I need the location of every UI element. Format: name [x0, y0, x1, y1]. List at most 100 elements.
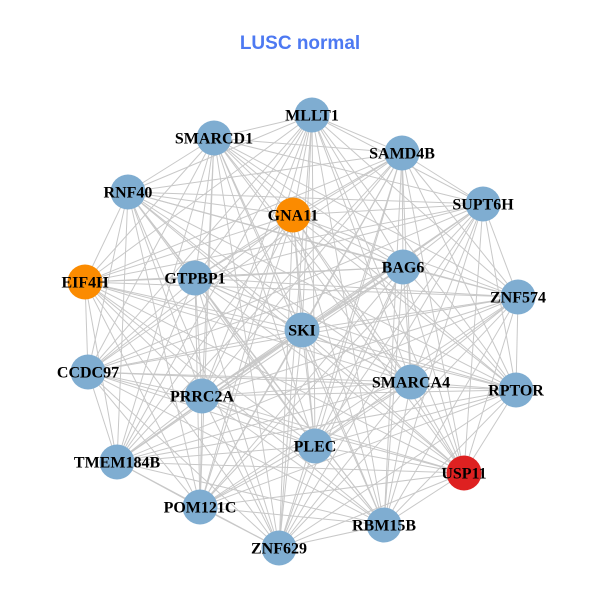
edge-MLLT1-ZNF574	[311, 114, 519, 298]
edge-BAG6-ZNF574	[402, 266, 519, 298]
edge-RNF40-POM121C	[127, 191, 201, 508]
edge-BAG6-PLEC	[314, 266, 404, 447]
node-label-SUPT6H: SUPT6H	[452, 197, 514, 214]
node-EIF4H	[67, 264, 103, 300]
edge-PRRC2A-PLEC	[201, 395, 316, 447]
edge-RNF40-SMARCA4	[127, 191, 412, 383]
node-label-GNA11: GNA11	[268, 208, 319, 225]
node-SMARCD1	[196, 120, 232, 156]
node-label-PRRC2A: PRRC2A	[170, 389, 234, 406]
edge-RPTOR-TMEM184B	[116, 389, 517, 463]
edge-CCDC97-SMARCA4	[87, 371, 412, 383]
edge-RPTOR-POM121C	[199, 389, 517, 508]
edge-SMARCA4-ZNF629	[278, 381, 412, 549]
node-ZNF629	[261, 530, 297, 566]
edge-CCDC97-RBM15B	[87, 371, 385, 526]
edge-SUPT6H-POM121C	[199, 203, 484, 508]
edge-SAMD4B-RBM15B	[383, 152, 403, 526]
edge-SMARCA4-RBM15B	[383, 381, 412, 526]
edge-SKI-SMARCA4	[301, 329, 412, 383]
node-label-USP11: USP11	[441, 466, 486, 483]
edge-SMARCA4-PLEC	[314, 381, 412, 447]
edge-RBM15B-ZNF629	[278, 524, 385, 549]
edge-SKI-POM121C	[199, 329, 303, 508]
edge-EIF4H-PRRC2A	[84, 281, 203, 397]
edge-EIF4H-POM121C	[84, 281, 201, 508]
edge-SUPT6H-USP11	[463, 203, 484, 474]
edge-ZNF574-POM121C	[199, 296, 519, 508]
node-USP11	[446, 455, 482, 491]
node-label-EIF4H: EIF4H	[61, 275, 109, 292]
node-label-RNF40: RNF40	[104, 185, 153, 202]
edge-BAG6-RBM15B	[383, 266, 404, 526]
edge-ZNF574-SKI	[301, 296, 519, 331]
edge-SKI-USP11	[301, 329, 465, 474]
edge-ZNF574-RBM15B	[383, 296, 519, 526]
edge-PRRC2A-SMARCA4	[201, 381, 412, 397]
edge-GTPBP1-CCDC97	[87, 277, 196, 373]
node-label-SMARCA4: SMARCA4	[372, 375, 450, 392]
node-label-SMARCD1: SMARCD1	[175, 131, 253, 148]
node-MLLT1	[294, 97, 330, 133]
edge-ZNF574-USP11	[463, 296, 519, 474]
edge-RNF40-PLEC	[127, 191, 316, 447]
node-label-MLLT1: MLLT1	[285, 108, 339, 125]
edge-SUPT6H-GTPBP1	[194, 203, 484, 279]
node-RPTOR	[498, 372, 534, 408]
node-label-RPTOR: RPTOR	[488, 383, 544, 400]
edge-RPTOR-PLEC	[314, 389, 517, 447]
edge-SAMD4B-RPTOR	[401, 152, 517, 391]
edge-GNA11-USP11	[292, 214, 465, 474]
edge-SAMD4B-TMEM184B	[116, 152, 403, 463]
edge-SUPT6H-PRRC2A	[201, 203, 484, 397]
edge-EIF4H-ZNF574	[84, 281, 519, 298]
edge-GNA11-RPTOR	[292, 214, 517, 391]
edge-GTPBP1-BAG6	[194, 266, 404, 279]
node-label-SAMD4B: SAMD4B	[369, 146, 435, 163]
node-label-ZNF629: ZNF629	[251, 541, 307, 558]
nodes-layer	[67, 97, 536, 566]
edge-PRRC2A-ZNF629	[201, 395, 280, 549]
edge-GNA11-POM121C	[199, 214, 294, 508]
edge-USP11-ZNF629	[278, 472, 465, 549]
edge-SUPT6H-CCDC97	[87, 203, 484, 373]
edge-GTPBP1-USP11	[194, 277, 465, 474]
edge-SUPT6H-RPTOR	[482, 203, 517, 391]
node-label-SKI: SKI	[288, 323, 316, 340]
edge-SMARCD1-RPTOR	[213, 137, 517, 391]
edge-EIF4H-SKI	[84, 281, 303, 331]
edge-MLLT1-BAG6	[311, 114, 404, 268]
edge-PRRC2A-TMEM184B	[116, 395, 203, 463]
edge-SAMD4B-GNA11	[292, 152, 403, 216]
edge-RNF40-TMEM184B	[116, 191, 129, 463]
edge-BAG6-CCDC97	[87, 266, 404, 373]
node-label-BAG6: BAG6	[382, 260, 425, 277]
edge-GTPBP1-ZNF574	[194, 277, 519, 298]
edge-SMARCD1-BAG6	[213, 137, 404, 268]
edge-SMARCA4-USP11	[410, 381, 465, 474]
edge-GNA11-ZNF629	[278, 214, 294, 549]
edge-RPTOR-ZNF629	[278, 389, 517, 549]
edge-SKI-CCDC97	[87, 329, 303, 373]
edges-layer	[84, 114, 519, 549]
edge-MLLT1-PLEC	[311, 114, 316, 447]
edge-PLEC-ZNF629	[278, 445, 316, 549]
edge-SMARCD1-SKI	[213, 137, 303, 331]
node-label-ZNF574: ZNF574	[490, 290, 546, 307]
node-PLEC	[297, 428, 333, 464]
edge-SUPT6H-GNA11	[292, 203, 484, 216]
edge-BAG6-TMEM184B	[116, 266, 404, 463]
node-label-PLEC: PLEC	[294, 439, 337, 456]
edge-SAMD4B-ZNF574	[401, 152, 519, 298]
edge-SMARCD1-SUPT6H	[213, 137, 484, 205]
node-label-RBM15B: RBM15B	[352, 518, 416, 535]
edge-RNF40-GNA11	[127, 191, 294, 216]
edge-SAMD4B-USP11	[401, 152, 465, 474]
edge-TMEM184B-PLEC	[116, 445, 316, 463]
edge-SMARCA4-RPTOR	[410, 381, 517, 391]
node-POM121C	[182, 489, 218, 525]
edge-TMEM184B-RBM15B	[116, 461, 385, 526]
edge-BAG6-USP11	[402, 266, 465, 474]
